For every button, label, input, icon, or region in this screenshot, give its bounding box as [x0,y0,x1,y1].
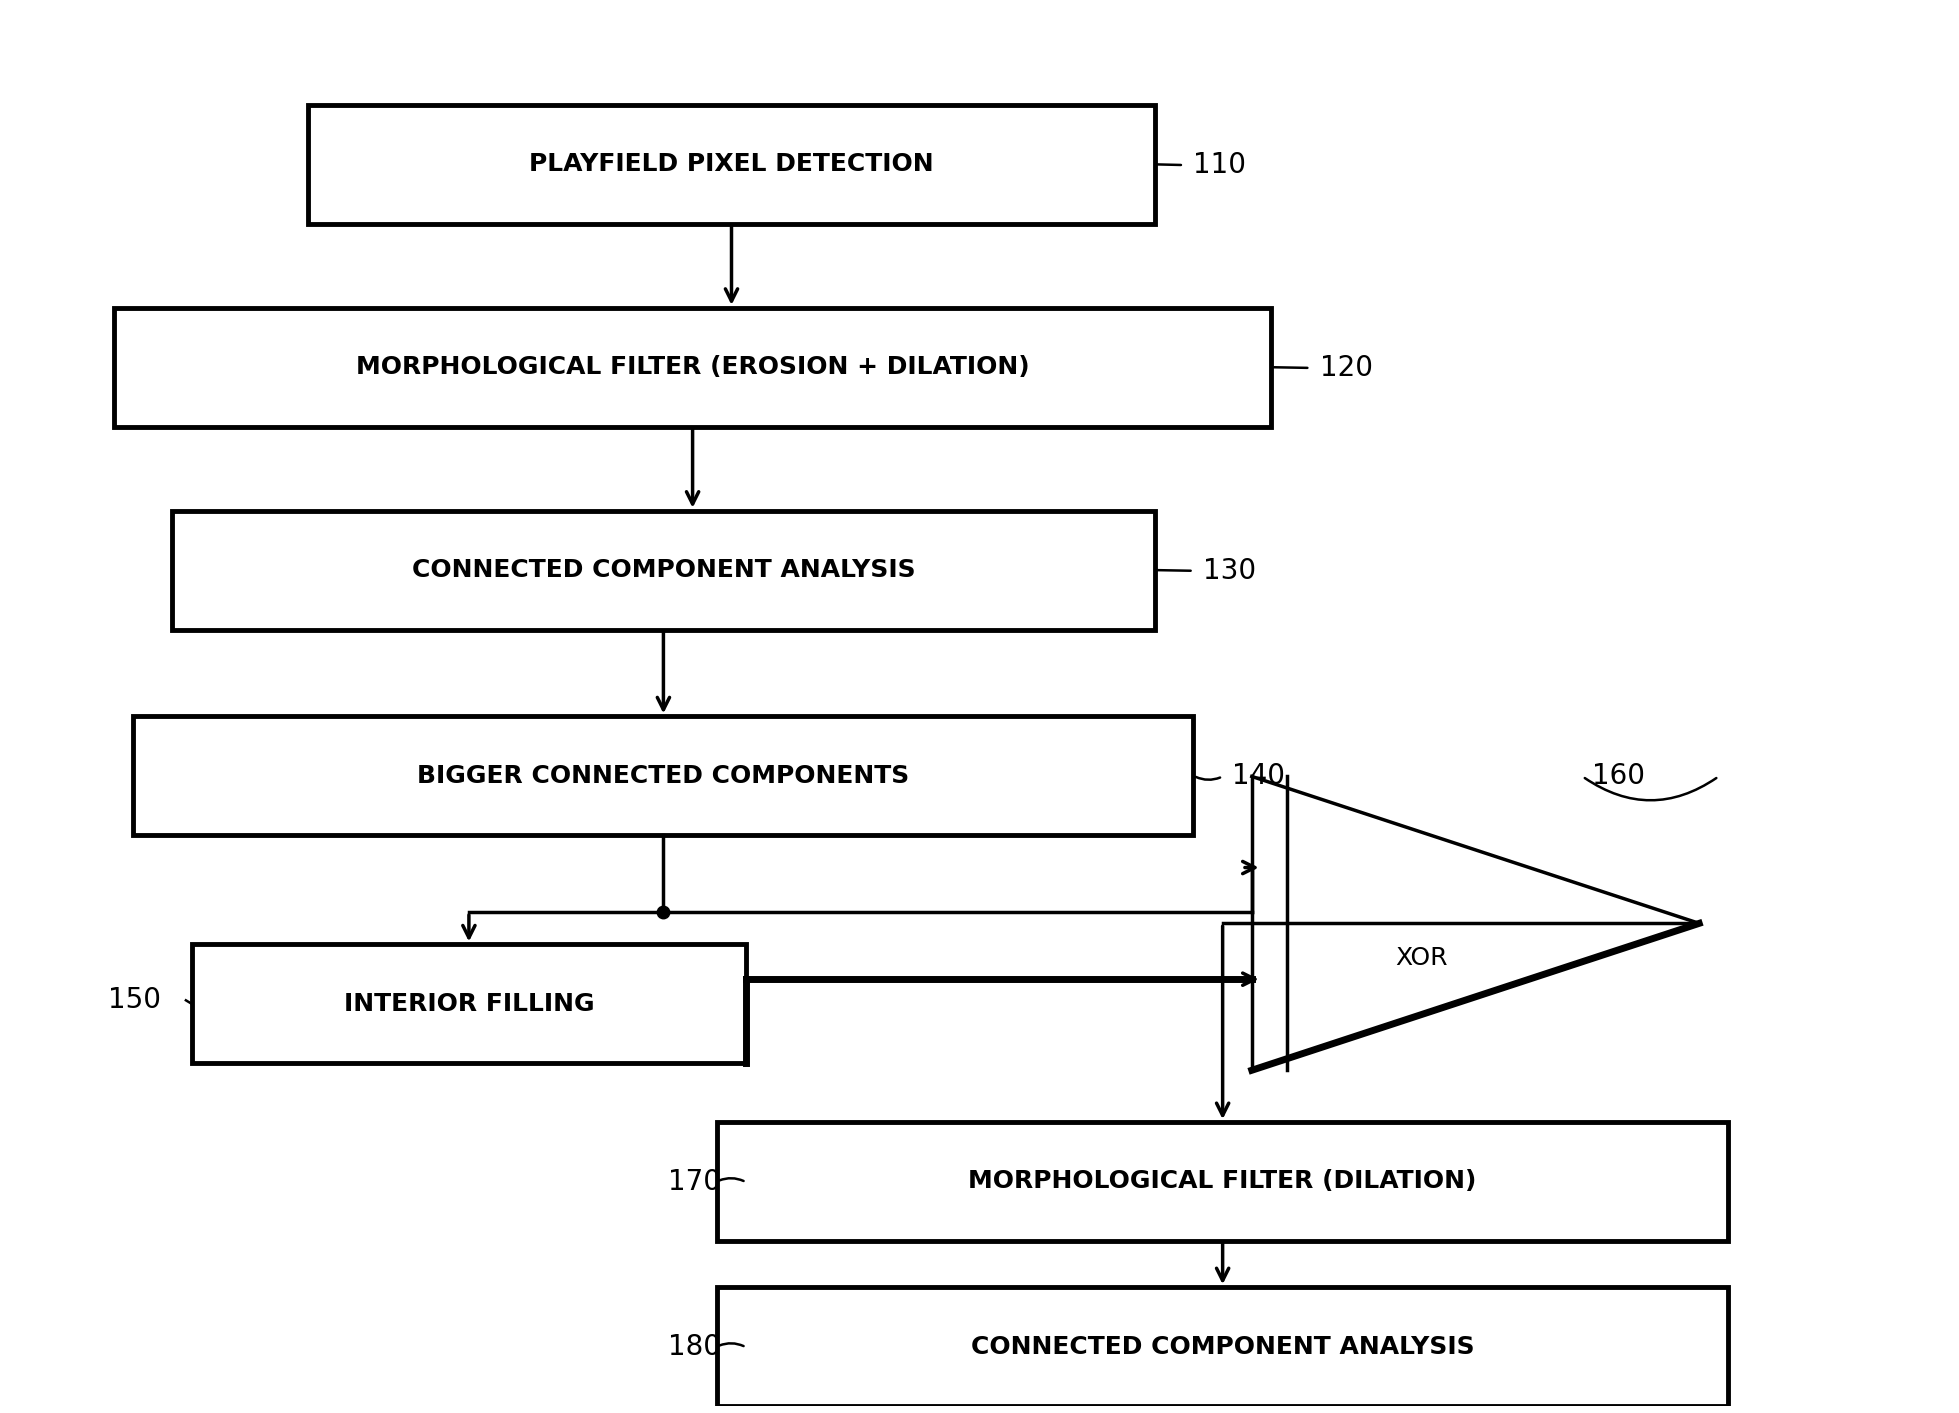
Text: 150: 150 [108,986,161,1015]
Bar [192,944,746,1063]
Text: 110: 110 [1193,151,1246,179]
Text: MORPHOLOGICAL FILTER (DILATION): MORPHOLOGICAL FILTER (DILATION) [968,1170,1477,1194]
Text: 180: 180 [668,1334,721,1361]
Text: INTERIOR FILLING: INTERIOR FILLING [343,992,594,1016]
Text: 160: 160 [1593,763,1646,790]
Bar [133,716,1193,835]
Bar [717,1287,1728,1406]
Bar [717,1122,1728,1241]
Bar [172,510,1154,630]
Text: MORPHOLOGICAL FILTER (EROSION + DILATION): MORPHOLOGICAL FILTER (EROSION + DILATION… [357,355,1028,379]
Text: 120: 120 [1320,353,1373,382]
Bar [308,105,1154,223]
Text: 170: 170 [668,1169,721,1197]
Text: 130: 130 [1203,557,1256,585]
Text: XOR: XOR [1395,947,1448,971]
Text: 140: 140 [1232,763,1285,790]
Text: BIGGER CONNECTED COMPONENTS: BIGGER CONNECTED COMPONENTS [417,764,909,788]
Text: CONNECTED COMPONENT ANALYSIS: CONNECTED COMPONENT ANALYSIS [972,1335,1475,1358]
Text: PLAYFIELD PIXEL DETECTION: PLAYFIELD PIXEL DETECTION [529,153,934,177]
Bar [114,308,1271,427]
Text: CONNECTED COMPONENT ANALYSIS: CONNECTED COMPONENT ANALYSIS [411,558,915,582]
